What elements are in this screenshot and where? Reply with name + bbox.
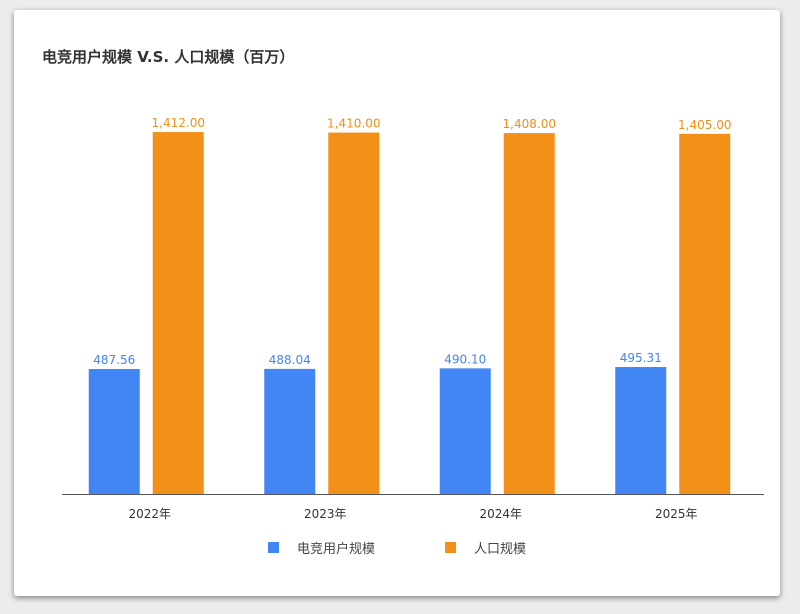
legend-label-esports-users: 电竞用户规模 xyxy=(296,542,375,557)
data-label-population-3: 1,405.00 xyxy=(678,118,731,132)
bar-esports-users-2[interactable] xyxy=(439,368,491,494)
legend: 电竞用户规模 人口规模 xyxy=(14,538,780,557)
bar-esports-users-1[interactable] xyxy=(264,368,316,494)
bar-esports-users-3[interactable] xyxy=(615,367,667,494)
data-label-esports-users-0: 487.56 xyxy=(93,353,135,367)
legend-item-esports-users[interactable]: 电竞用户规模 xyxy=(267,538,375,557)
legend-label-population: 人口规模 xyxy=(474,542,527,557)
x-tick-label-0: 2022年 xyxy=(128,507,171,521)
data-label-esports-users-3: 495.31 xyxy=(620,351,662,365)
x-tick-label-3: 2025年 xyxy=(655,507,698,521)
chart-title: 电竞用户规模 V.S. 人口规模（百万） xyxy=(42,48,295,66)
x-tick-label-2: 2024年 xyxy=(479,507,522,521)
x-tick-label-1: 2023年 xyxy=(304,507,347,521)
bars-layer xyxy=(88,132,731,494)
data-label-esports-users-2: 490.10 xyxy=(444,352,486,366)
chart-card: 电竞用户规模 V.S. 人口规模（百万） 487.56 1,412.00 488.0… xyxy=(14,10,780,596)
bar-chart: 487.56 1,412.00 488.04 1,410.00 490.10 1,408.… xyxy=(62,116,764,521)
legend-swatch-esports-users xyxy=(267,542,279,553)
x-tick-labels: 2022年 2023年 2024年 2025年 xyxy=(128,507,697,521)
bar-population-1[interactable] xyxy=(328,132,380,494)
data-label-population-1: 1,410.00 xyxy=(327,117,380,131)
data-label-esports-users-1: 488.04 xyxy=(269,353,311,367)
bar-esports-users-0[interactable] xyxy=(88,369,140,494)
legend-swatch-population xyxy=(445,542,456,553)
data-labels-layer: 487.56 1,412.00 488.04 1,410.00 490.10 1,408.… xyxy=(93,116,731,367)
bar-population-3[interactable] xyxy=(679,133,731,494)
legend-item-population[interactable]: 人口规模 xyxy=(445,538,526,557)
bar-population-2[interactable] xyxy=(503,133,555,494)
data-label-population-2: 1,408.00 xyxy=(503,117,556,131)
data-label-population-0: 1,412.00 xyxy=(152,116,205,130)
bar-population-0[interactable] xyxy=(152,132,204,494)
